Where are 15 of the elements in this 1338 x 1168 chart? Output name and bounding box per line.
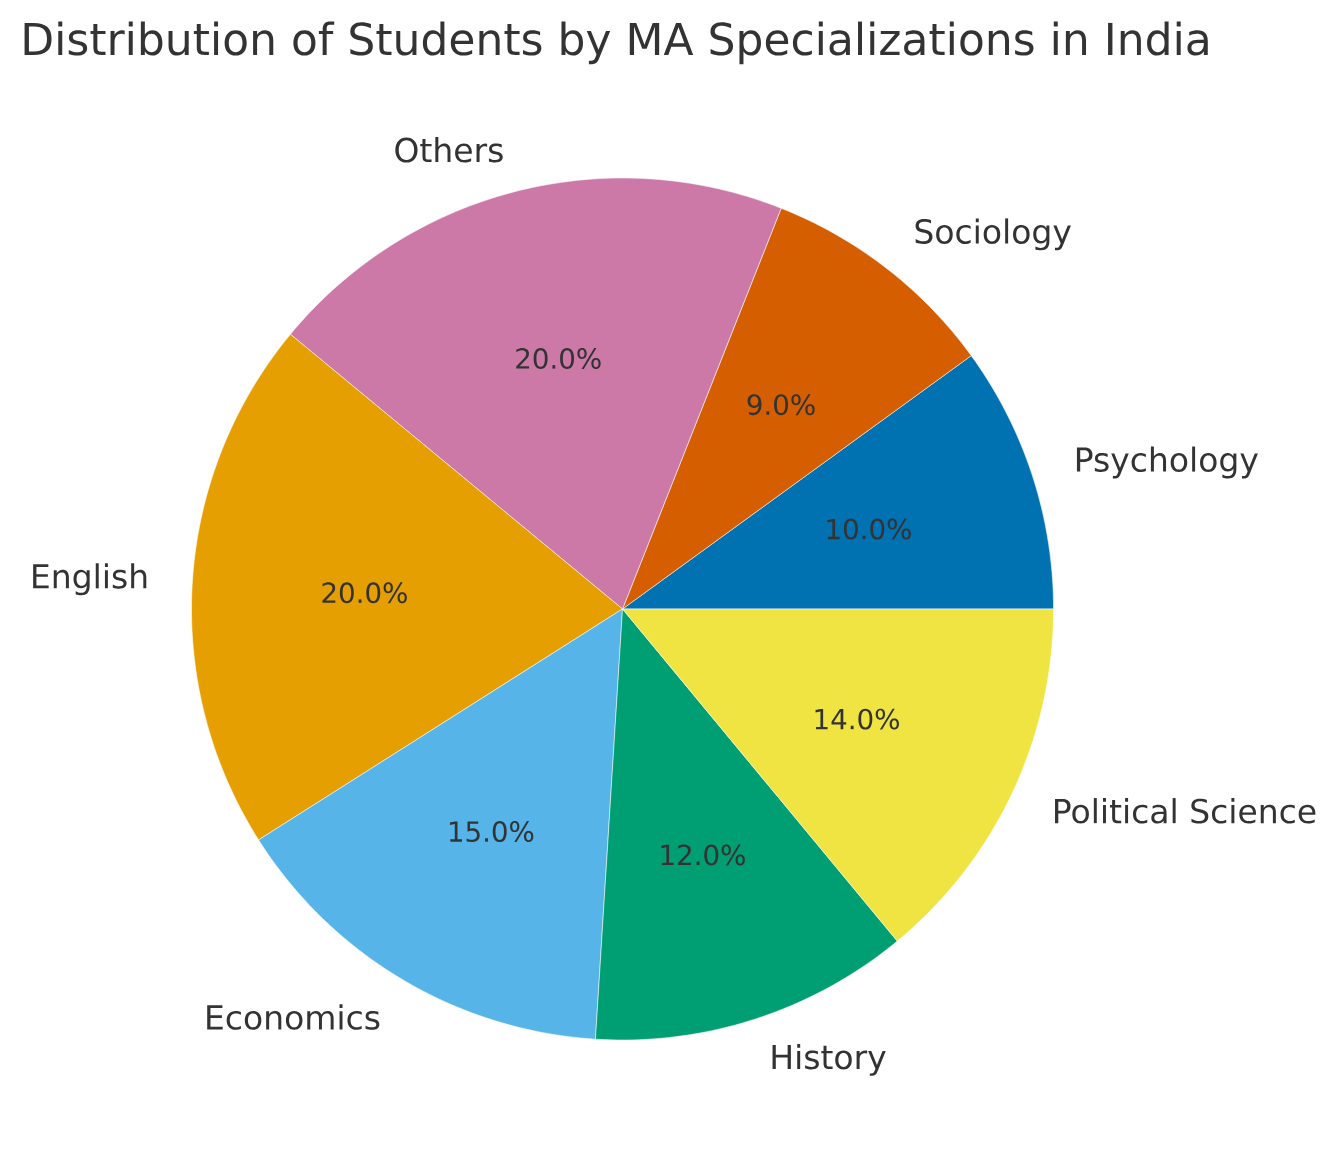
slice-label: History [772, 1043, 886, 1076]
slice-label: Psychology [1076, 446, 1258, 479]
data-label: 10.0% [827, 518, 911, 540]
data-label: 15.0% [449, 821, 534, 843]
data-label: 20.0% [516, 348, 601, 369]
slice-label: Political Science [1055, 798, 1316, 824]
slice-label: Sociology [915, 218, 1071, 251]
data-label: 12.0% [661, 844, 745, 866]
data-label: 9.0% [747, 394, 815, 416]
slice-label: Others [395, 137, 503, 163]
slice-label: Economics [207, 1004, 380, 1030]
slice-label: English [33, 563, 147, 596]
chart-title: Distribution of Students by MA Specializations in India [24, 21, 1208, 65]
data-label: 20.0% [322, 582, 407, 604]
data-label: 14.0% [815, 708, 899, 730]
